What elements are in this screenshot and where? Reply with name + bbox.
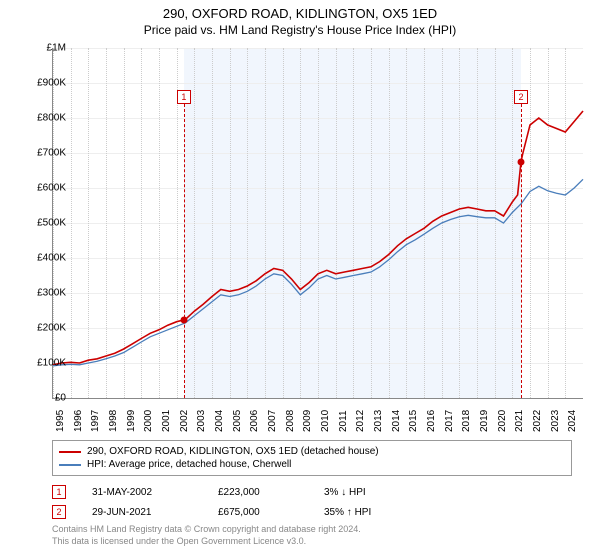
legend-text: 290, OXFORD ROAD, KIDLINGTON, OX5 1ED (d… [87,446,379,457]
marker-label-box: 2 [514,90,528,104]
series-line [53,179,583,365]
marker-label-box: 1 [177,90,191,104]
event-number-box: 1 [52,485,66,499]
x-axis-label: 2022 [532,410,543,432]
event-price: £223,000 [218,487,298,498]
legend-swatch [59,464,81,466]
chart-plot-area: 12 [52,48,583,399]
event-date: 29-JUN-2021 [92,507,192,518]
x-axis-label: 2013 [373,410,384,432]
x-axis-label: 2003 [196,410,207,432]
y-axis-label: £100K [37,358,66,369]
x-axis-label: 2004 [214,410,225,432]
marker-dot [517,158,524,165]
x-axis-label: 2010 [320,410,331,432]
chart-subtitle: Price paid vs. HM Land Registry's House … [0,21,600,43]
marker-line [521,104,522,398]
legend-item: HPI: Average price, detached house, Cher… [59,458,565,471]
x-axis-label: 2007 [267,410,278,432]
x-axis-label: 1998 [108,410,119,432]
legend: 290, OXFORD ROAD, KIDLINGTON, OX5 1ED (d… [52,440,572,476]
x-axis-label: 2020 [497,410,508,432]
x-axis-label: 1996 [73,410,84,432]
legend-swatch [59,451,81,453]
series-line [53,111,583,365]
chart-title: 290, OXFORD ROAD, KIDLINGTON, OX5 1ED [0,0,600,21]
attribution-footer: Contains HM Land Registry data © Crown c… [52,524,361,547]
y-axis-label: £200K [37,323,66,334]
event-date: 31-MAY-2002 [92,487,192,498]
x-axis-label: 2000 [143,410,154,432]
x-axis-label: 2014 [391,410,402,432]
x-axis-label: 2009 [302,410,313,432]
y-axis-label: £900K [37,78,66,89]
x-axis-label: 1997 [90,410,101,432]
event-number-box: 2 [52,505,66,519]
x-axis-label: 1999 [126,410,137,432]
series-svg [53,48,583,398]
event-diff: 35% ↑ HPI [324,507,414,518]
y-axis-label: £500K [37,218,66,229]
y-axis-label: £300K [37,288,66,299]
x-axis-label: 1995 [55,410,66,432]
x-axis-label: 2006 [249,410,260,432]
x-axis-label: 2018 [461,410,472,432]
event-price: £675,000 [218,507,298,518]
event-row: 2 29-JUN-2021 £675,000 35% ↑ HPI [52,502,572,522]
legend-item: 290, OXFORD ROAD, KIDLINGTON, OX5 1ED (d… [59,445,565,458]
x-axis-label: 2012 [355,410,366,432]
legend-text: HPI: Average price, detached house, Cher… [87,459,291,470]
marker-line [184,104,185,398]
y-axis-label: £800K [37,113,66,124]
x-axis-label: 2023 [550,410,561,432]
y-axis-label: £400K [37,253,66,264]
x-axis-label: 2015 [408,410,419,432]
footer-line: This data is licensed under the Open Gov… [52,536,361,548]
y-axis-label: £700K [37,148,66,159]
x-axis-label: 2002 [179,410,190,432]
x-axis-label: 2024 [567,410,578,432]
y-axis-label: £600K [37,183,66,194]
y-axis-label: £0 [55,393,66,404]
x-axis-label: 2001 [161,410,172,432]
marker-dot [180,316,187,323]
x-axis-label: 2021 [514,410,525,432]
y-axis-label: £1M [47,43,66,54]
x-axis-label: 2016 [426,410,437,432]
x-axis-label: 2005 [232,410,243,432]
event-row: 1 31-MAY-2002 £223,000 3% ↓ HPI [52,482,572,502]
x-axis-label: 2017 [444,410,455,432]
x-axis-label: 2008 [285,410,296,432]
footer-line: Contains HM Land Registry data © Crown c… [52,524,361,536]
x-axis-label: 2019 [479,410,490,432]
event-table: 1 31-MAY-2002 £223,000 3% ↓ HPI 2 29-JUN-2021… [52,482,572,522]
event-diff: 3% ↓ HPI [324,487,414,498]
x-axis-label: 2011 [338,410,349,432]
